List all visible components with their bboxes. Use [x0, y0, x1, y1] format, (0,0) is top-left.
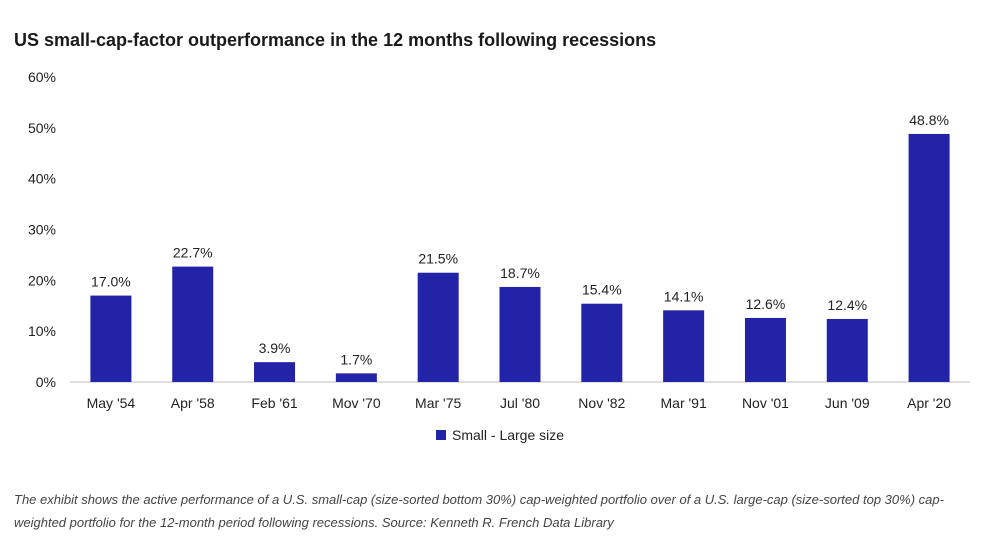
y-tick-label: 30%	[28, 222, 56, 238]
data-label: 3.9%	[259, 340, 291, 356]
bar	[744, 317, 786, 382]
legend-swatch	[436, 430, 446, 440]
data-label: 18.7%	[500, 265, 540, 281]
y-tick-label: 60%	[28, 69, 56, 85]
y-tick-label: 0%	[36, 374, 56, 390]
x-tick-label: Apr '58	[171, 395, 215, 411]
bar	[581, 303, 623, 382]
x-tick-label: May '54	[87, 395, 136, 411]
x-tick-label: Apr '20	[907, 395, 951, 411]
bar	[417, 272, 459, 382]
x-tick-label: Mov '70	[332, 395, 381, 411]
x-tick-label: Mar '75	[415, 395, 461, 411]
bar	[908, 133, 950, 382]
bar	[663, 310, 705, 382]
bar-chart: 0% 10% 20% 30% 40% 50% 60% 17.0% May '54 22.7% Apr…	[28, 69, 970, 411]
data-label: 12.6%	[746, 296, 786, 312]
bar	[172, 266, 214, 382]
data-label: 12.4%	[827, 297, 867, 313]
y-tick-label: 20%	[28, 272, 56, 288]
data-label: 48.8%	[909, 112, 949, 128]
x-tick-label: Mar '91	[661, 395, 707, 411]
x-tick-label: Jun '09	[825, 395, 870, 411]
bar	[90, 295, 132, 382]
footnote: The exhibit shows the active performance…	[14, 492, 944, 530]
bar	[499, 286, 541, 382]
y-tick-label: 40%	[28, 171, 56, 187]
data-label: 21.5%	[418, 251, 458, 267]
legend-label: Small - Large size	[452, 427, 565, 443]
data-label: 22.7%	[173, 245, 213, 261]
chart-title: US small-cap-factor outperformance in th…	[14, 30, 657, 50]
bar	[254, 362, 296, 382]
data-label: 1.7%	[340, 351, 372, 367]
y-tick-label: 10%	[28, 323, 56, 339]
x-tick-label: Feb '61	[251, 395, 297, 411]
data-label: 14.1%	[664, 288, 704, 304]
bar	[826, 318, 868, 382]
bar	[335, 373, 377, 382]
data-label: 17.0%	[91, 274, 131, 290]
legend: Small - Large size	[436, 427, 564, 443]
data-label: 15.4%	[582, 282, 622, 298]
x-tick-label: Jul '80	[500, 395, 540, 411]
x-tick-label: Nov '82	[578, 395, 625, 411]
y-tick-label: 50%	[28, 120, 56, 136]
x-tick-label: Nov '01	[742, 395, 789, 411]
